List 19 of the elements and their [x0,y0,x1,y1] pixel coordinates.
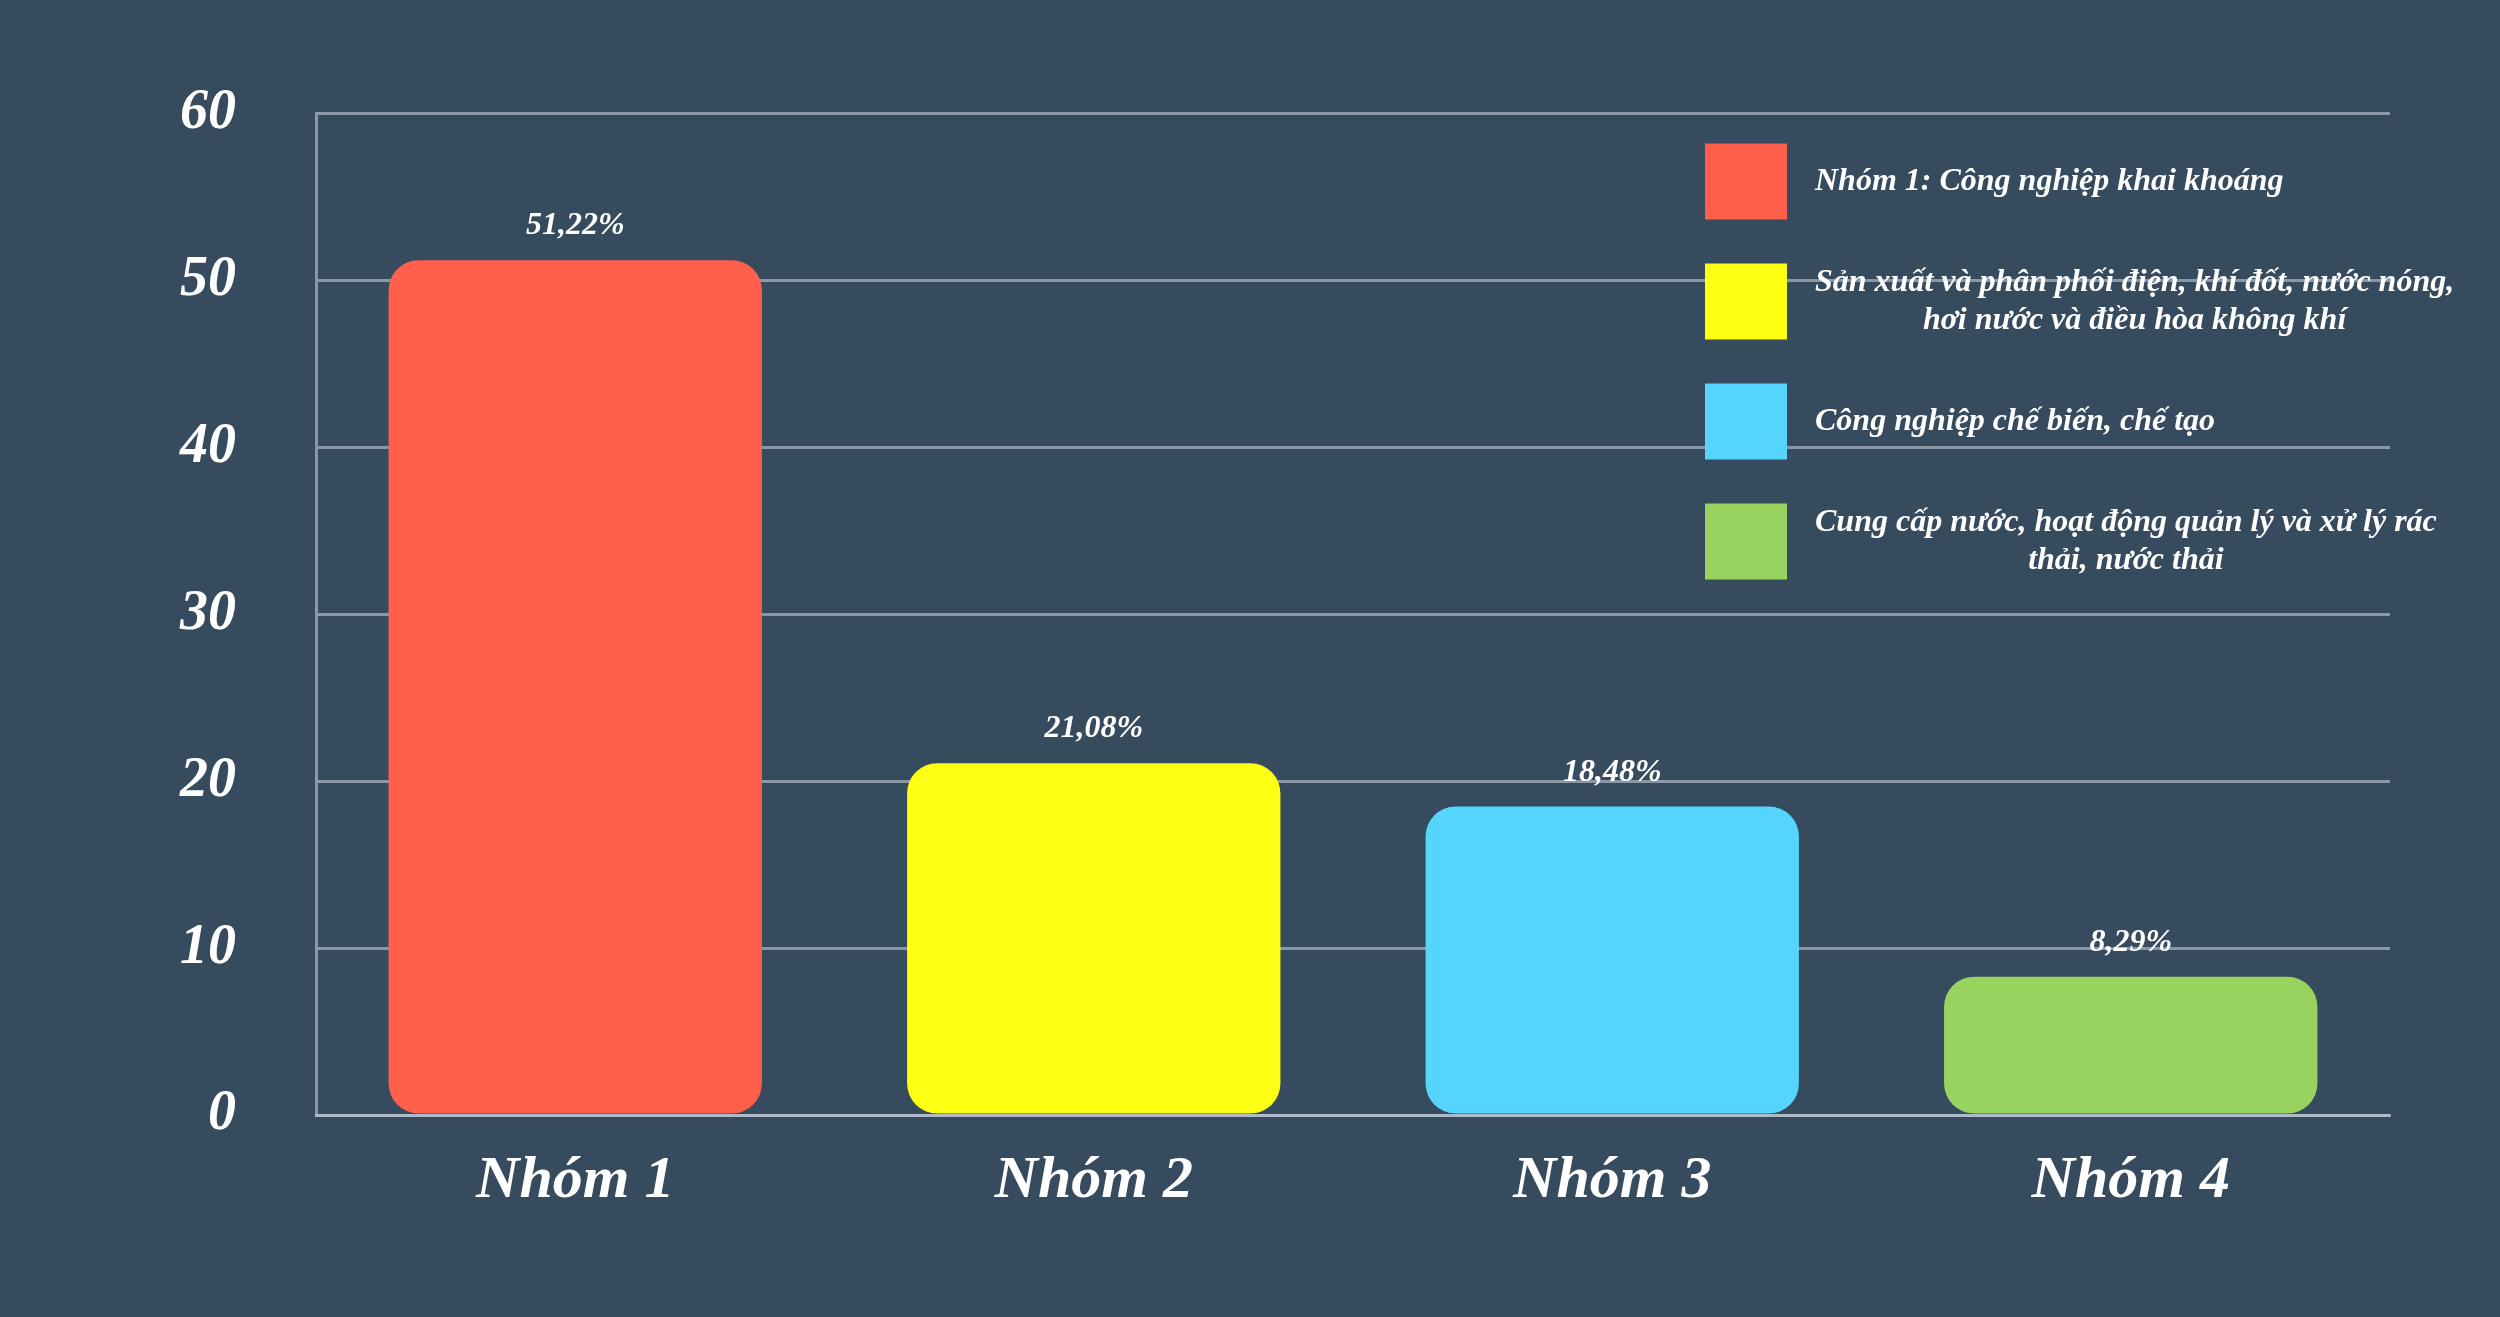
y-tick-label: 40 [179,411,236,474]
y-tick-label: 30 [179,578,236,641]
legend-label: Nhóm 1: Công nghiệp khai khoáng [1814,160,2284,197]
y-tick-label: 0 [208,1079,236,1142]
y-tick-label: 20 [179,745,236,808]
y-tick-label: 10 [180,912,236,975]
data-label: 51,22% [525,205,625,242]
legend-label: Công nghiệp chế biến, chế tạo [1815,400,2216,437]
y-tick-label: 60 [180,78,236,141]
legend-label: Cung cấp nước, hoạt động quản lý và xử lý rác thải, nước thải [1815,501,2437,576]
x-tick-label: Nhóm 4 [2030,1143,2230,1210]
y-tick-label: 50 [180,244,236,307]
data-label: 8,29% [2089,921,2173,958]
data-label: 18,48% [1562,751,1662,788]
x-tick-label: Nhóm 2 [993,1143,1193,1210]
x-tick-label: Nhóm 3 [1512,1143,1712,1210]
legend-label: Sản xuất và phân phối điện, khí đốt, nước nóng, hơi nước và điều hòa không khí [1815,261,2455,336]
data-label: 21,08% [1043,708,1144,745]
x-tick-label: Nhóm 1 [475,1143,675,1210]
